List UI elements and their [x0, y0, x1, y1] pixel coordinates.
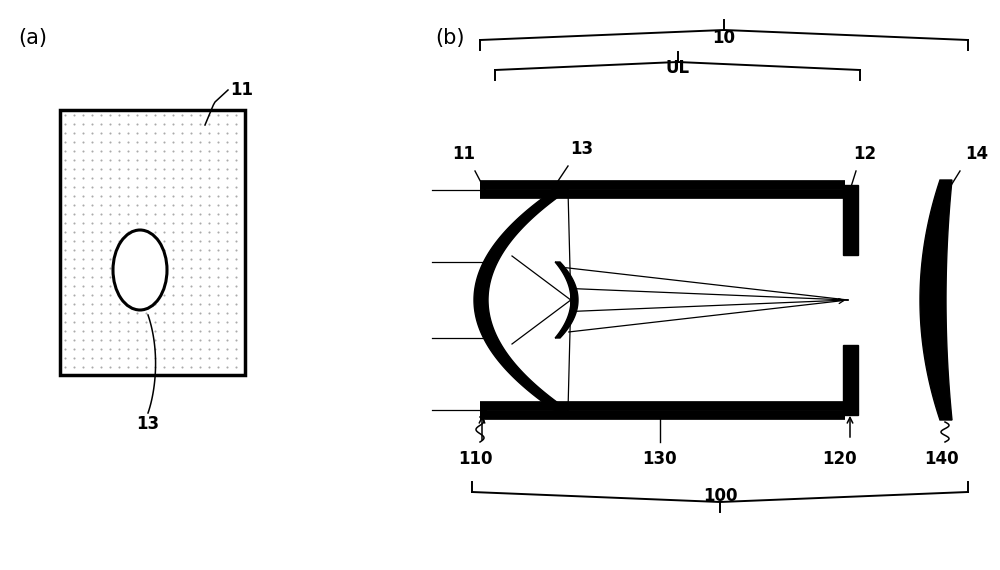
Ellipse shape: [113, 230, 167, 310]
Text: 120: 120: [823, 450, 857, 468]
Text: (a): (a): [18, 28, 47, 48]
Bar: [843, 185, 858, 255]
Polygon shape: [555, 262, 578, 338]
Text: 100: 100: [703, 487, 737, 505]
Text: 12: 12: [853, 145, 876, 163]
Text: 130: 130: [643, 450, 677, 468]
Polygon shape: [474, 190, 568, 410]
Bar: [843, 345, 858, 415]
Text: 140: 140: [925, 450, 959, 468]
Text: 11: 11: [452, 145, 475, 163]
Polygon shape: [920, 180, 952, 420]
Text: (b): (b): [435, 28, 464, 48]
Text: 13: 13: [136, 415, 160, 433]
Text: 13: 13: [570, 140, 593, 158]
Bar: [60, 110, 245, 375]
Text: UL: UL: [665, 59, 690, 77]
Text: 11: 11: [230, 81, 253, 99]
Text: 10: 10: [712, 29, 736, 47]
Text: 14: 14: [965, 145, 988, 163]
Text: 110: 110: [458, 450, 492, 468]
